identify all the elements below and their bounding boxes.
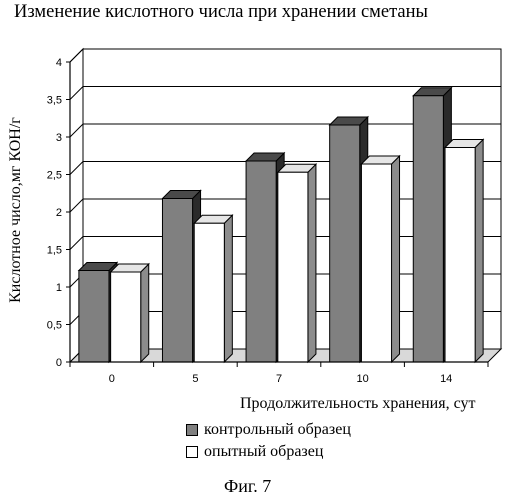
y-tick-label: 2 (56, 207, 62, 219)
x-tick-label: 10 (356, 373, 368, 385)
x-tick-label: 0 (109, 373, 115, 385)
y-tick-label: 3 (56, 132, 62, 144)
bar-experimental-0 (111, 272, 141, 362)
x-axis-label: Продолжительность хранения, сут (240, 395, 475, 413)
x-tick-label: 14 (440, 373, 452, 385)
bar-chart: 0 0,5 1 1,5 2 2,5 3 3,5 4 0 5 7 10 14 (0, 0, 510, 400)
bar-control-5 (162, 199, 192, 363)
bar-side-experimental-0 (141, 264, 149, 362)
figure-caption: Фиг. 7 (224, 476, 271, 497)
bar-side-experimental-7 (308, 164, 316, 362)
bar-experimental-10 (361, 164, 391, 362)
bar-side-experimental-14 (475, 140, 483, 363)
y-tick-label: 3,5 (47, 95, 62, 107)
bar-control-7 (246, 161, 276, 362)
bar-experimental-14 (445, 148, 475, 363)
bar-experimental-7 (278, 172, 308, 362)
y-axis-label: Кислотное число,мг КОН/г (7, 117, 25, 303)
bar-side-experimental-5 (224, 215, 232, 362)
legend-swatch-experimental (186, 446, 198, 458)
legend-item-experimental: опытный образец (186, 443, 323, 461)
bar-control-14 (413, 96, 443, 362)
y-tick-label: 0,5 (47, 320, 62, 332)
bar-control-0 (79, 271, 109, 363)
y-tick-label: 2,5 (47, 170, 62, 182)
legend-label-control: контрольный образец (204, 421, 351, 439)
legend-item-control: контрольный образец (186, 421, 351, 439)
y-tick-label: 4 (56, 57, 62, 69)
y-tick-label: 1,5 (47, 245, 62, 257)
bar-control-10 (330, 125, 360, 362)
y-tick-label: 1 (56, 282, 62, 294)
bar-experimental-5 (194, 223, 224, 362)
x-tick-label: 5 (192, 373, 198, 385)
bar-side-experimental-10 (392, 156, 400, 362)
legend-swatch-control (186, 424, 198, 436)
y-tick-label: 0 (56, 357, 62, 369)
legend-label-experimental: опытный образец (204, 443, 323, 461)
x-tick-label: 7 (276, 373, 282, 385)
